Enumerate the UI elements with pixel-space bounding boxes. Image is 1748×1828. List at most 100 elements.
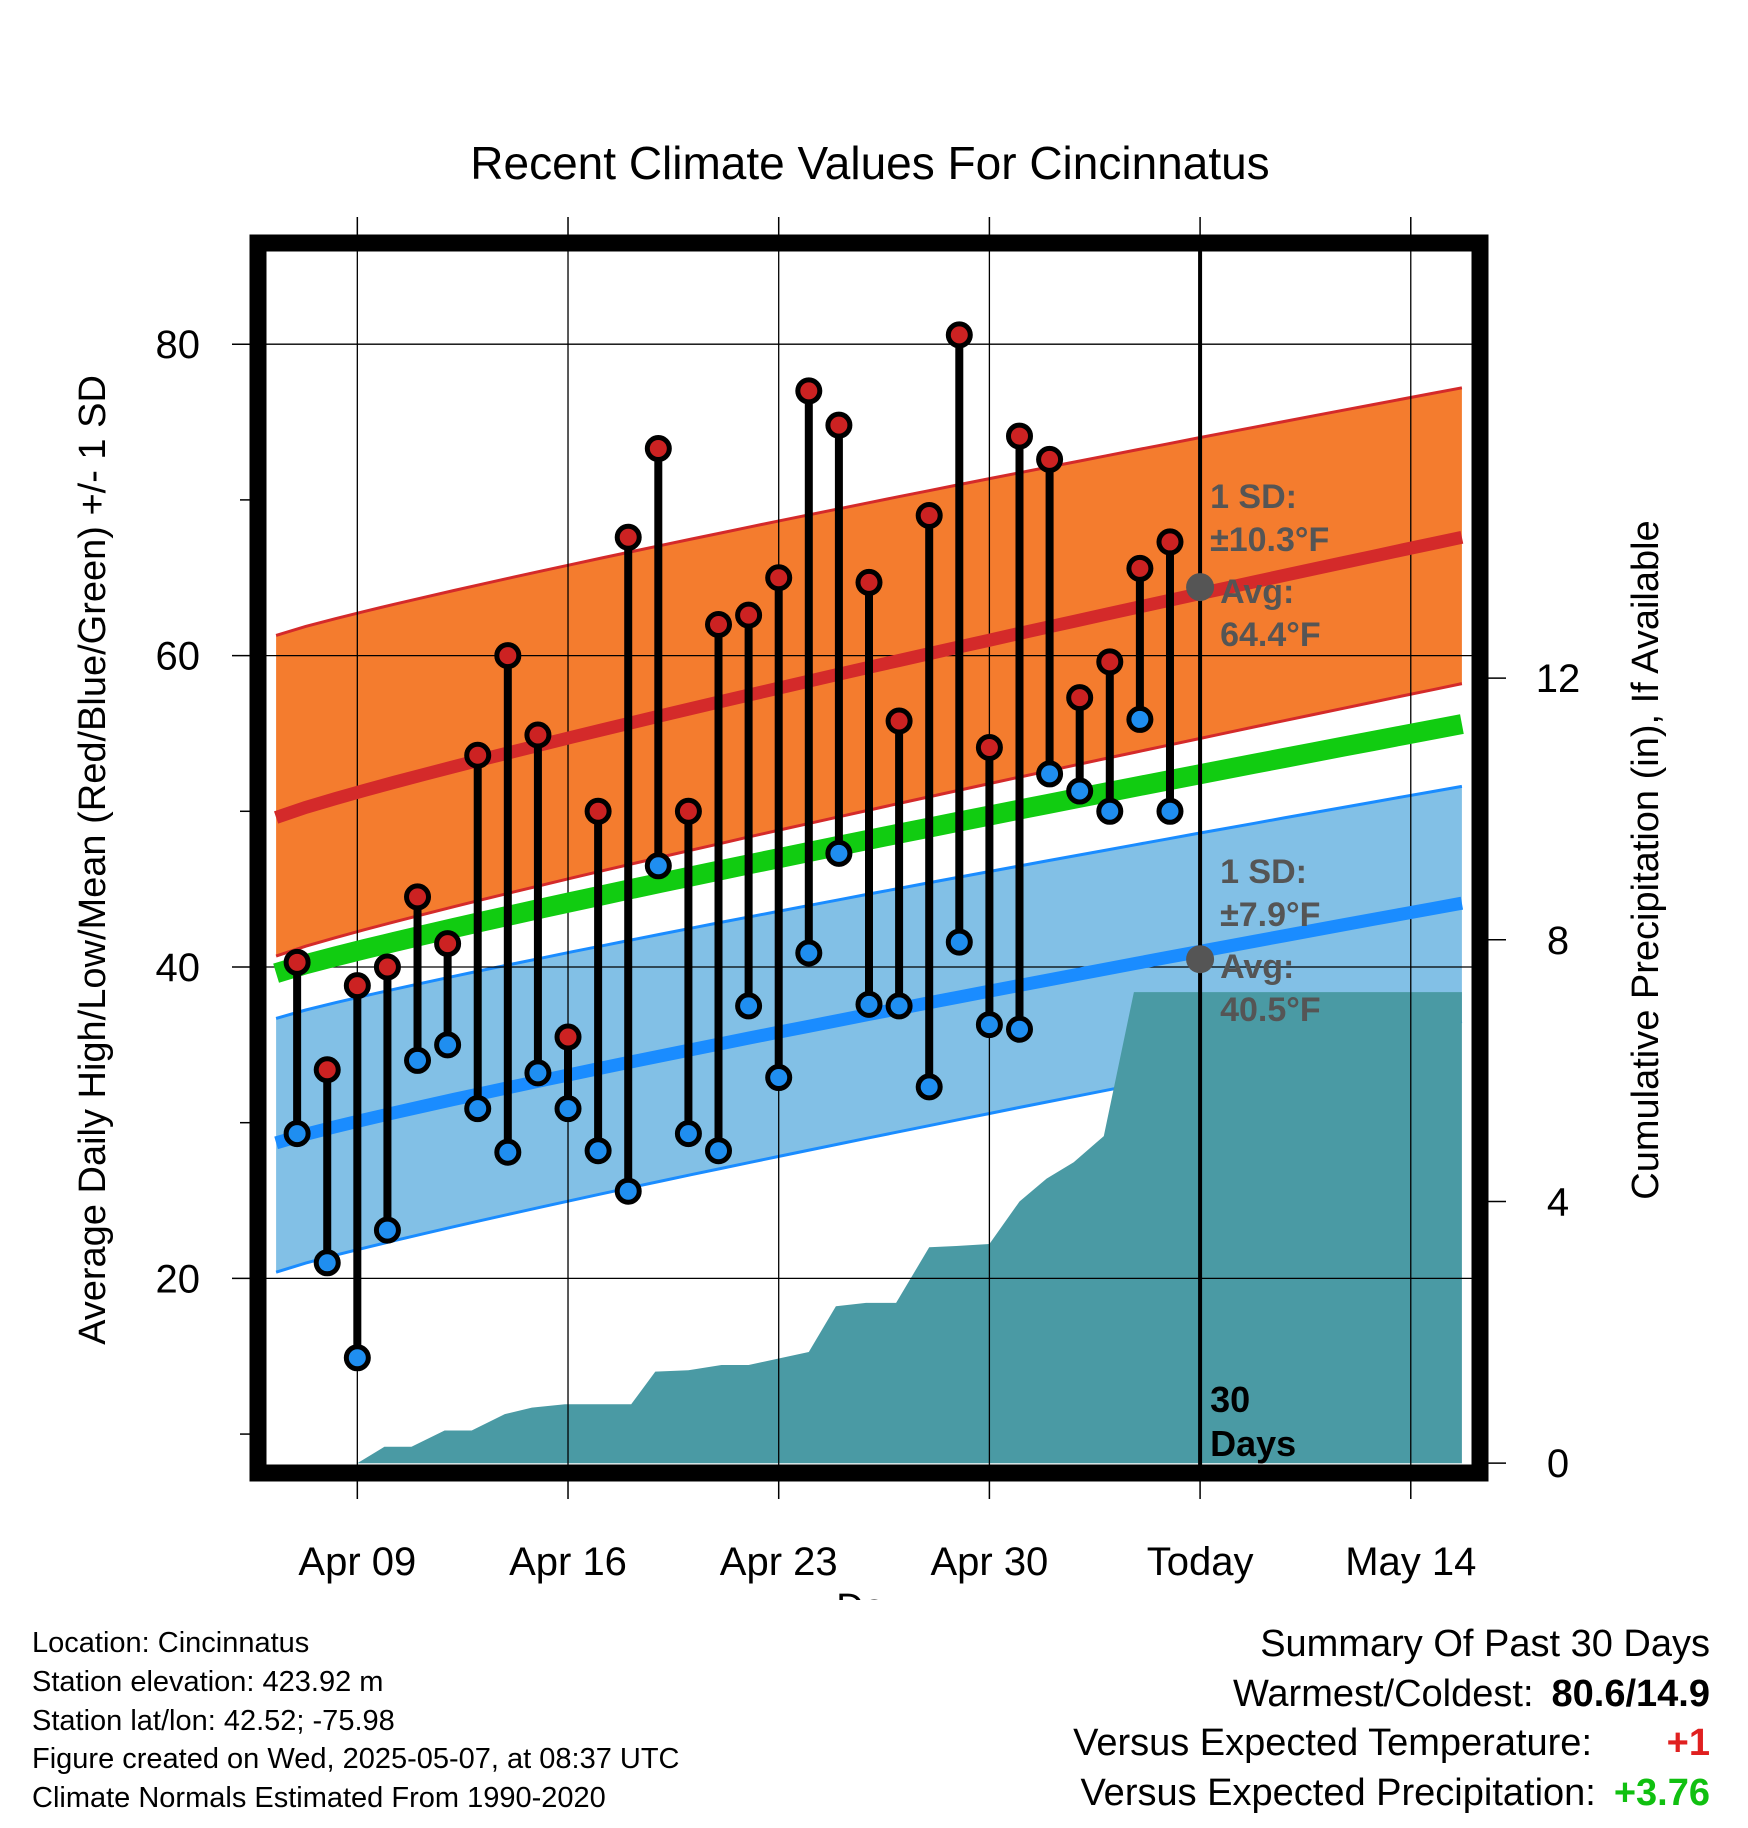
- daily-low-marker: [705, 1137, 733, 1165]
- climate-chart: 1 SD: ±10.3°F Avg: 64.4°F 1 SD: ±7.9°F Avg: 40.…: [72, 137, 1667, 1600]
- temp-label: Versus Expected Temperature:: [1073, 1722, 1592, 1764]
- daily-high-marker: [404, 883, 432, 911]
- daily-low-marker: [283, 1120, 311, 1148]
- daily-high-marker: [915, 501, 943, 529]
- y-tick-label-right: 12: [1536, 657, 1581, 701]
- high-avg-value: 64.4°F: [1220, 616, 1321, 654]
- chart-title: Recent Climate Values For Cincinnatus: [470, 137, 1269, 189]
- daily-low-marker: [343, 1344, 371, 1372]
- daily-high-marker: [373, 953, 401, 981]
- daily-high-marker: [524, 721, 552, 749]
- high-sd-value: ±10.3°F: [1210, 521, 1329, 559]
- low-avg-today-marker: [1186, 945, 1215, 974]
- y-axis-label-left: Average Daily High/Low/Mean (Red/Blue/Gr…: [72, 375, 114, 1345]
- daily-high-marker: [795, 377, 823, 405]
- daily-low-marker: [464, 1095, 492, 1123]
- daily-high-marker: [644, 435, 672, 463]
- daily-low-marker: [313, 1249, 341, 1277]
- daily-low-marker: [765, 1064, 793, 1092]
- low-avg-label: Avg:: [1220, 948, 1294, 986]
- y-tick-label-right: 8: [1547, 919, 1569, 963]
- y-tick-label-right: 4: [1547, 1180, 1569, 1224]
- daily-high-marker: [283, 948, 311, 976]
- y-tick-label-right: 0: [1547, 1442, 1569, 1486]
- x-tick-label: Apr 23: [720, 1540, 838, 1584]
- daily-high-marker: [614, 523, 642, 551]
- created-text: Figure created on Wed, 2025-05-07, at 08…: [32, 1743, 680, 1776]
- daily-low-marker: [614, 1177, 642, 1205]
- daily-low-marker: [1126, 705, 1154, 733]
- days-count-label: 30: [1210, 1379, 1250, 1420]
- daily-low-marker: [674, 1120, 702, 1148]
- latlon-text: Station lat/lon: 42.52; -75.98: [32, 1704, 395, 1737]
- precip-value: +3.76: [1613, 1771, 1710, 1814]
- daily-low-marker: [735, 992, 763, 1020]
- daily-low-marker: [524, 1059, 552, 1087]
- high-avg-today-marker: [1186, 573, 1215, 602]
- daily-high-marker: [765, 564, 793, 592]
- daily-high-marker: [584, 797, 612, 825]
- daily-low-marker: [373, 1216, 401, 1244]
- daily-low-marker: [404, 1046, 432, 1074]
- daily-low-marker: [584, 1137, 612, 1165]
- daily-low-marker: [915, 1073, 943, 1101]
- daily-high-marker: [494, 642, 522, 670]
- daily-low-marker: [855, 990, 883, 1018]
- warmest-value: 80.6/14.9: [1551, 1672, 1710, 1715]
- daily-high-marker: [313, 1056, 341, 1084]
- daily-low-marker: [885, 992, 913, 1020]
- summary-warmest-row: Warmest/Coldest: 80.6/14.9: [1073, 1670, 1710, 1720]
- x-tick-label: Apr 30: [930, 1540, 1048, 1584]
- x-tick-label: Today: [1147, 1540, 1254, 1584]
- x-tick-label: Apr 16: [509, 1540, 627, 1584]
- high-band-upper-edge: [275, 386, 1463, 637]
- daily-high-marker: [343, 972, 371, 1000]
- summary-panel: Summary Of Past 30 Days Warmest/Coldest:…: [1073, 1620, 1710, 1818]
- location-text: Location: Cincinnatus: [32, 1627, 310, 1659]
- daily-low-marker: [554, 1095, 582, 1123]
- plot-frame: [249, 234, 1489, 1482]
- daily-high-marker: [554, 1023, 582, 1051]
- daily-high-marker: [1096, 648, 1124, 676]
- daily-low-marker: [975, 1011, 1003, 1039]
- high-sd-label: 1 SD:: [1210, 478, 1297, 516]
- low-sd-value: ±7.9°F: [1220, 896, 1320, 934]
- daily-high-marker: [1066, 684, 1094, 712]
- daily-high-marker: [825, 411, 853, 439]
- warmest-label: Warmest/Coldest:: [1232, 1672, 1534, 1715]
- high-avg-label: Avg:: [1220, 573, 1294, 611]
- precip-area: [357, 992, 1462, 1464]
- x-axis-label: Day: [836, 1587, 904, 1600]
- station-info: Location: Cincinnatus Station elevation:…: [32, 1624, 680, 1818]
- y-tick-label-left: 80: [156, 323, 201, 367]
- daily-low-marker: [795, 939, 823, 967]
- y-tick-label-left: 40: [156, 946, 201, 990]
- precip-label: Versus Expected Precipitation:: [1080, 1771, 1596, 1814]
- daily-high-marker: [945, 321, 973, 349]
- low-avg-value: 40.5°F: [1220, 991, 1321, 1029]
- daily-low-marker: [1096, 797, 1124, 825]
- low-sd-label: 1 SD:: [1220, 853, 1307, 891]
- daily-high-marker: [705, 610, 733, 638]
- daily-low-marker: [1005, 1015, 1033, 1043]
- daily-low-marker: [1036, 760, 1064, 788]
- normals-text: Climate Normals Estimated From 1990-2020: [32, 1782, 606, 1815]
- daily-low-marker: [644, 852, 672, 880]
- daily-high-marker: [674, 797, 702, 825]
- daily-high-marker: [1036, 445, 1064, 473]
- daily-high-marker: [1005, 422, 1033, 450]
- temp-value: +1: [1666, 1722, 1710, 1764]
- summary-temp-row: Versus Expected Temperature: +1: [1073, 1719, 1710, 1769]
- y-tick-label-left: 20: [156, 1257, 201, 1301]
- daily-high-marker: [434, 930, 462, 958]
- y-axis-label-right: Cumulative Precipitation (in), If Availa…: [1625, 520, 1667, 1199]
- daily-low-marker: [1066, 777, 1094, 805]
- summary-precip-row: Versus Expected Precipitation: +3.76: [1073, 1769, 1710, 1819]
- days-word-label: Days: [1210, 1423, 1296, 1464]
- y-tick-label-left: 60: [156, 635, 201, 679]
- x-tick-label: Apr 09: [298, 1540, 416, 1584]
- daily-low-marker: [945, 928, 973, 956]
- daily-high-marker: [464, 741, 492, 769]
- daily-high-marker: [885, 707, 913, 735]
- daily-high-marker: [1126, 554, 1154, 582]
